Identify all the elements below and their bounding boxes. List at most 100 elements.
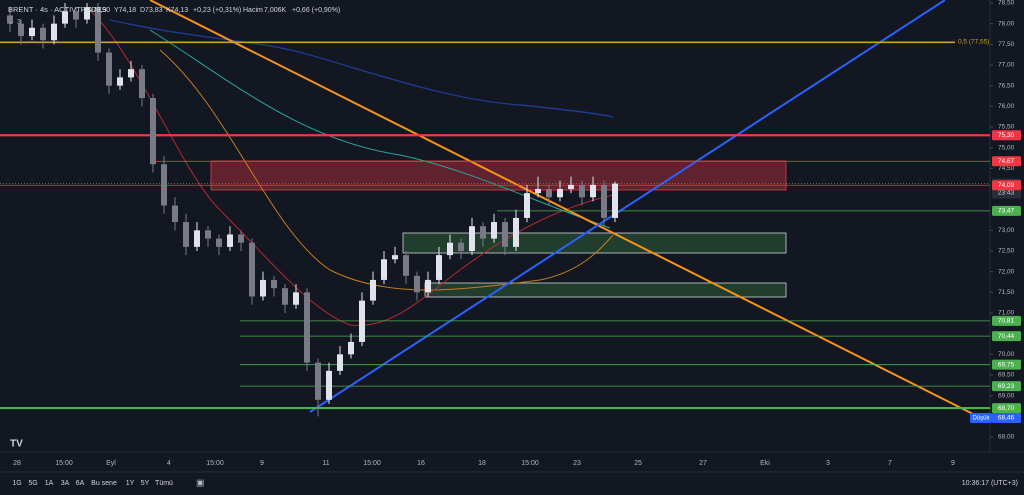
tv-logo: TV [10, 439, 23, 450]
candle-body [392, 255, 398, 260]
price-tick-label: 68,00 [998, 434, 1015, 441]
volume-label: Hacim [243, 7, 263, 14]
price-tick-label: 69,00 [998, 392, 1015, 399]
price-badge [992, 315, 1021, 326]
price-tick-label: 76,00 [998, 103, 1015, 110]
volume-change: +0,66 (+0,90%) [292, 7, 340, 14]
time-tick-label: 25 [634, 460, 642, 467]
calendar-icon[interactable]: ▣ [196, 477, 205, 487]
time-tick-label: 16 [417, 460, 425, 467]
collapse-icon[interactable]: ⌄ [8, 19, 14, 26]
price-tick-label: 77,00 [998, 62, 1015, 69]
price-tick-label: 75,50 [998, 124, 1015, 131]
candle-body [150, 98, 156, 165]
price-badge [992, 359, 1021, 370]
high: Y74,18 [114, 7, 136, 14]
range-button[interactable]: 1A [45, 480, 54, 487]
volume: 7,006K [264, 7, 287, 14]
open: A73,90 [88, 7, 110, 14]
clock: 10:36:17 (UTC+3) [962, 480, 1018, 487]
range-button[interactable]: 1G [12, 480, 21, 487]
levels [0, 41, 990, 410]
time-tick-label: 9 [951, 460, 955, 467]
candle-body [18, 23, 24, 37]
candle-body [491, 222, 497, 239]
candle-body [469, 226, 475, 251]
range-button[interactable]: Tümü [155, 480, 173, 487]
time-tick-label: 27 [699, 460, 707, 467]
candle-body [546, 189, 552, 198]
price-badge [992, 130, 1021, 141]
time-tick-label: 11 [322, 460, 329, 467]
price-badge [992, 331, 1021, 342]
candle-body [601, 184, 607, 218]
time-tick-label: 3 [826, 460, 830, 467]
candle-body [73, 11, 79, 20]
candle-body [117, 77, 123, 86]
price-tick-label: 72,00 [998, 268, 1015, 275]
indicator-count[interactable]: 3 [17, 19, 21, 26]
price-tick-label: 70,00 [998, 351, 1015, 358]
time-tick-label: 4 [167, 460, 171, 467]
fib-label: 0,5 (77,55) [958, 39, 989, 46]
candle-body [414, 275, 420, 293]
candle-body [524, 193, 530, 218]
candle-body [359, 300, 365, 342]
candle-body [513, 217, 519, 247]
time-tick-label: Eki [760, 460, 770, 467]
range-button[interactable]: Bu sene [91, 480, 117, 487]
candle-body [326, 370, 332, 400]
price-tick-label: 72,50 [998, 248, 1015, 255]
price-axis: 78,50 78,00 77,50 77,00 76,50 76,00 75,50 75,00… [990, 0, 1015, 441]
candle-body [293, 292, 299, 305]
time-tick-label: 28 [13, 460, 21, 467]
time-tick-label: 9 [260, 460, 264, 467]
change: +0,23 (+0,31%) [193, 7, 241, 14]
price-tick-label: 71,50 [998, 289, 1015, 296]
price-tick-label: 74,50 [998, 165, 1015, 172]
price-tick-label: 75,00 [998, 144, 1015, 151]
range-button[interactable]: 6A [76, 480, 85, 487]
price-badge [992, 403, 1021, 414]
price-badge-label: 70,81 [998, 318, 1015, 325]
candle-body [480, 226, 486, 239]
candle-body [172, 205, 178, 223]
candles [7, 3, 618, 417]
candle-body [7, 15, 13, 24]
candle-body [425, 279, 431, 293]
candle-body [557, 189, 563, 198]
candle-body [304, 292, 310, 363]
price-badge [992, 205, 1021, 216]
time-tick-label: Eyl [106, 460, 116, 467]
range-button[interactable]: 5Y [141, 480, 150, 487]
moving-average [109, 19, 614, 118]
price-badge [992, 412, 1021, 423]
candle-body [51, 23, 57, 41]
price-tick-label: 78,00 [998, 20, 1015, 27]
candle-body [348, 341, 354, 355]
candle-body [502, 222, 508, 247]
price-badge-label: 68,46 [998, 415, 1015, 422]
price-tick-label: 69,50 [998, 372, 1015, 379]
price-badge-label: 74,67 [998, 158, 1015, 165]
range-button[interactable]: 3A [61, 480, 70, 487]
candle-body [29, 27, 35, 37]
range-button[interactable]: 1Y [126, 480, 135, 487]
candle-body [370, 279, 376, 301]
candle-body [227, 234, 233, 247]
price-tick-label: 77,50 [998, 41, 1015, 48]
price-badges: 75,3074,6774,1323:4374,0973,4770,8170,44… [970, 130, 1021, 423]
candle-body [612, 183, 618, 218]
demand-zone [424, 282, 787, 298]
time-tick-label: 15:00 [363, 460, 381, 467]
candle-body [260, 279, 266, 297]
candle-body [40, 27, 46, 41]
candle-body [315, 362, 321, 400]
time-tick-label: 23 [573, 460, 581, 467]
range-button[interactable]: 5G [28, 480, 37, 487]
time-tick-label: 15:00 [55, 460, 73, 467]
candle-body [62, 11, 68, 24]
candle-body [139, 69, 145, 99]
